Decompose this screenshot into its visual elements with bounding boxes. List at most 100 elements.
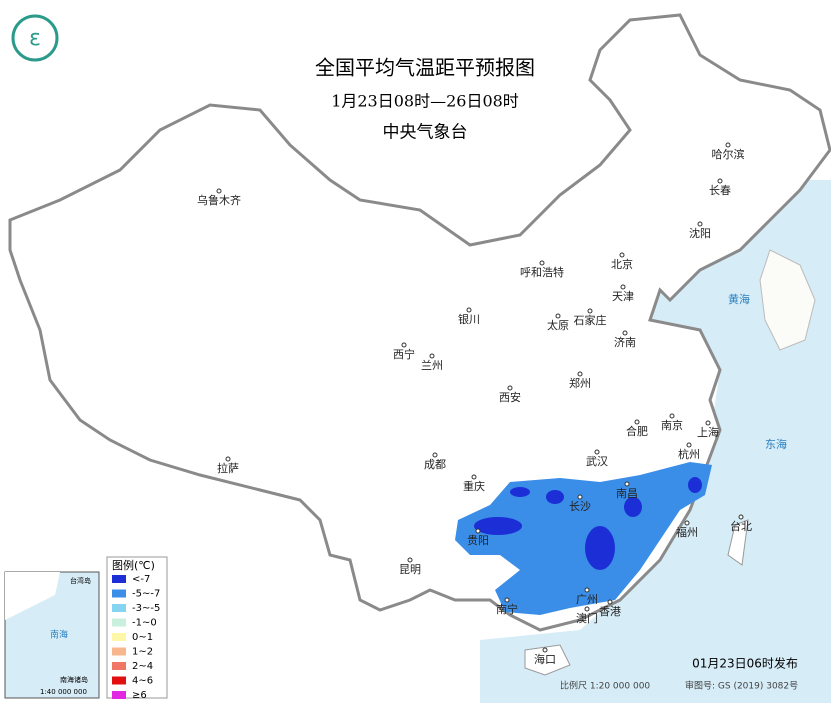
city-label: 杭州 — [678, 447, 700, 461]
city-dot — [577, 494, 583, 500]
city-label: 郑州 — [569, 376, 591, 390]
city-label: 广州 — [576, 593, 598, 606]
city-label: 拉萨 — [217, 461, 239, 475]
sea-label: 东海 — [765, 437, 787, 451]
city-label: 兰州 — [421, 359, 443, 372]
scale: 比例尺 1:20 000 000 — [560, 680, 650, 692]
inset-label: 南海 — [50, 629, 68, 641]
city-label: 南宁 — [496, 602, 518, 616]
hainan — [524, 644, 571, 676]
city-dot — [634, 419, 640, 425]
city-label: 长沙 — [569, 500, 591, 513]
city-dot — [705, 420, 711, 426]
city-label: 香港 — [599, 605, 621, 618]
china-outline — [8, 13, 831, 632]
anomaly-area — [455, 462, 712, 615]
city-label: 石家庄 — [574, 313, 607, 327]
city-dot — [504, 597, 510, 603]
city-dot — [432, 452, 438, 458]
city-dot — [594, 449, 600, 455]
legend-swatch — [112, 633, 126, 641]
legend-label: 0~1 — [132, 632, 153, 643]
legend-label: -5~-7 — [132, 589, 160, 600]
legend-swatch — [112, 575, 126, 583]
city-label: 南京 — [661, 418, 683, 432]
city-dot — [622, 330, 628, 336]
city-label: 昆明 — [399, 563, 421, 576]
anomaly-core — [510, 487, 530, 497]
city-label: 海口 — [534, 652, 556, 666]
anomaly-core — [624, 497, 642, 517]
issuer: 中央气象台 — [383, 123, 468, 143]
city-dot — [686, 442, 692, 448]
city-dot — [216, 188, 222, 194]
inset-label: 南海诸岛 — [60, 675, 88, 684]
city-dot — [717, 178, 723, 184]
city-dot — [539, 260, 545, 266]
anomaly-core — [546, 490, 564, 504]
inset-land — [5, 572, 60, 620]
city-label: 贵阳 — [467, 534, 489, 547]
title: 全国平均气温距平预报图 — [315, 56, 535, 80]
legend: 图例(℃) <-7 -5~-7 -3~-5 -1~0 0~1 1~2 2~4 4~6 ≥6 — [106, 556, 168, 701]
legend-label: -1~0 — [132, 618, 157, 629]
city-label: 合肥 — [626, 424, 648, 438]
taiwan — [727, 519, 749, 566]
city-label: 澳门 — [576, 611, 598, 625]
anomaly-core — [585, 526, 615, 570]
city-label: 呼和浩特 — [520, 265, 564, 279]
city-dot — [471, 474, 477, 480]
anomaly-core — [474, 517, 522, 535]
city-dot — [587, 308, 593, 314]
city-dot — [475, 528, 481, 534]
subtitle: 1月23日08时—26日08时 — [331, 92, 519, 111]
legend-swatch — [112, 676, 126, 685]
legend-title: 图例(℃) — [112, 558, 155, 572]
city-dot — [542, 647, 548, 653]
issued: 01月23日06时发布 — [692, 656, 798, 671]
anomaly-core — [688, 477, 702, 493]
logo — [11, 14, 59, 62]
logo-mark: ε — [29, 26, 41, 51]
city-dot — [577, 371, 583, 377]
sea-label: 黄海 — [728, 292, 750, 306]
city-dot — [584, 587, 590, 593]
city-label: 银川 — [458, 312, 480, 326]
legend-box — [106, 556, 168, 699]
city-dot — [584, 606, 590, 612]
city-label: 福州 — [676, 525, 698, 539]
city-dot — [725, 142, 731, 148]
city-dot — [619, 252, 625, 258]
legend-label: ≥6 — [132, 690, 147, 701]
korea — [759, 249, 816, 351]
sea — [480, 180, 831, 703]
legend-label: 4~6 — [132, 676, 153, 687]
city-dot — [624, 481, 630, 487]
city-label: 北京 — [611, 257, 633, 271]
legend-swatch — [112, 604, 126, 612]
city-label: 台北 — [730, 519, 752, 533]
approval: 审图号: GS (2019) 3082号 — [685, 680, 798, 692]
city-dot — [684, 520, 690, 526]
city-dot — [697, 221, 703, 227]
city-label: 天津 — [612, 290, 634, 303]
legend-label: 1~2 — [132, 647, 153, 658]
legend-swatch — [112, 618, 126, 627]
city-label: 哈尔滨 — [712, 147, 745, 161]
city-dot — [407, 557, 413, 563]
legend-swatch — [112, 589, 126, 598]
city-label: 南昌 — [616, 487, 638, 500]
inset-label: 台湾岛 — [70, 576, 91, 585]
city-dot — [738, 514, 744, 520]
legend-swatch — [112, 662, 126, 670]
city-label: 长春 — [709, 184, 731, 197]
city-dot — [466, 307, 472, 313]
inset: 南海 台湾岛 南海诸岛 1:40 000 000 — [4, 571, 100, 699]
legend-label: <-7 — [132, 574, 150, 585]
legend-label: -3~-5 — [132, 603, 160, 614]
city-label: 西宁 — [393, 347, 415, 361]
city-label: 太原 — [547, 319, 569, 332]
city-label: 乌鲁木齐 — [197, 193, 241, 207]
